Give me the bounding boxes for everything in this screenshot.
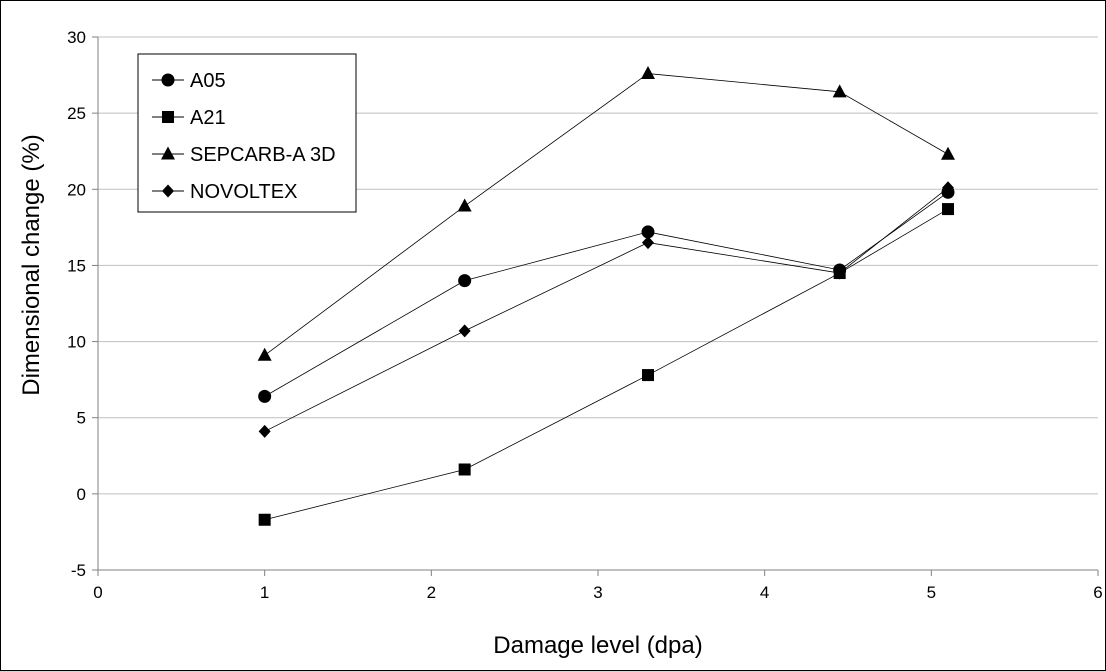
y-tick-label: -5 (71, 561, 86, 580)
y-tick-label: 15 (67, 256, 86, 275)
legend: A05 A21 SEPCARB-A 3D NOVOLTEX (137, 53, 357, 213)
tick-labels: -5 0 5 10 15 20 25 30 0 1 2 3 4 5 6 (67, 28, 1103, 602)
data-point-novoltex (833, 266, 846, 280)
data-point-novoltex (258, 424, 271, 438)
y-tick-label: 0 (77, 485, 86, 504)
legend-label-a05: A05 (190, 70, 226, 92)
y-tick-label: 10 (67, 333, 86, 352)
data-point-sepcarb-a-3d (832, 84, 847, 98)
y-tick-label: 20 (67, 180, 86, 199)
data-point-novoltex (458, 324, 471, 338)
data-point-a21 (942, 203, 954, 216)
series-sepcarb-a-3d (257, 66, 955, 361)
x-tick-label: 4 (760, 583, 769, 602)
data-point-sepcarb-a-3d (941, 146, 955, 160)
data-point-a05 (641, 225, 655, 239)
axes (92, 36, 1099, 576)
data-point-novoltex (642, 236, 654, 250)
data-point-novoltex (942, 181, 954, 195)
series-group (257, 66, 955, 526)
x-tick-label: 2 (427, 583, 436, 602)
data-point-a05 (458, 274, 472, 288)
legend-marker-sepcarb-a-3d (161, 146, 175, 160)
x-tick-label: 5 (927, 583, 936, 602)
x-tick-label: 6 (1093, 583, 1102, 602)
x-tick-label: 0 (93, 583, 102, 602)
y-axis-title: Dimensional change (%) (18, 134, 45, 395)
legend-label-a21: A21 (190, 107, 226, 129)
legend-marker-novoltex (162, 184, 174, 198)
data-point-sepcarb-a-3d (641, 66, 655, 80)
data-point-sepcarb-a-3d (457, 198, 472, 212)
data-point-a21 (458, 463, 471, 476)
legend-marker-a05 (161, 73, 175, 87)
data-point-sepcarb-a-3d (257, 347, 272, 361)
legend-label-sepcarb-a-3d: SEPCARB-A 3D (190, 144, 336, 166)
x-tick-label: 3 (593, 583, 602, 602)
data-point-a21 (258, 513, 271, 526)
data-point-a05 (258, 389, 272, 403)
series-novoltex (258, 181, 954, 438)
x-axis-title: Damage level (dpa) (493, 632, 702, 659)
data-point-a21 (642, 369, 654, 382)
y-tick-label: 30 (67, 28, 86, 47)
y-tick-label: 5 (77, 409, 86, 428)
legend-marker-a21 (162, 111, 174, 123)
y-tick-label: 25 (67, 104, 86, 123)
x-tick-label: 1 (260, 583, 269, 602)
legend-label-novoltex: NOVOLTEX (190, 181, 297, 203)
